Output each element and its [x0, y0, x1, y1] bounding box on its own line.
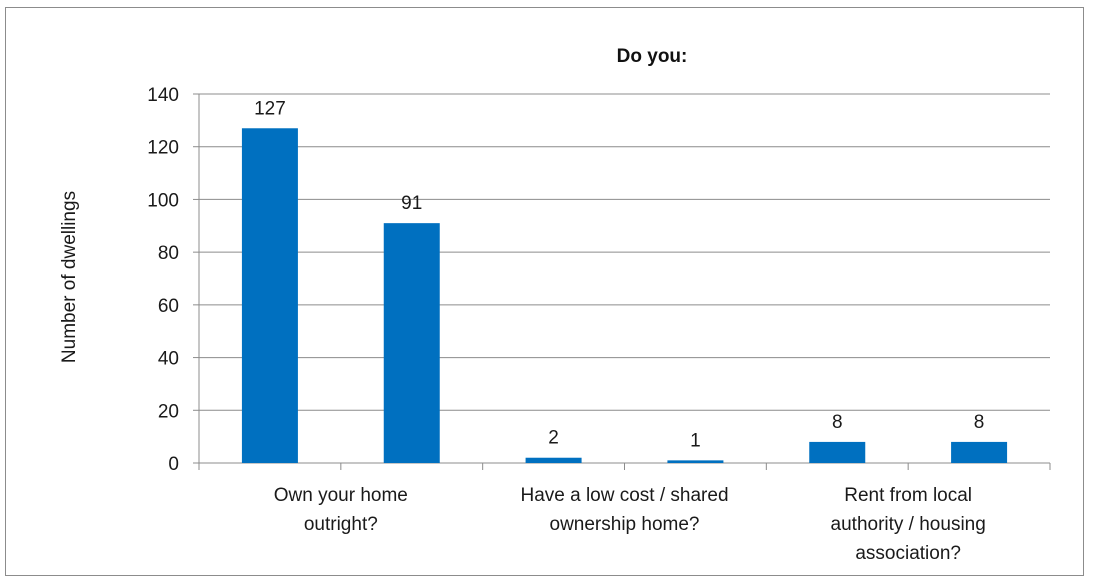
bar: [667, 460, 724, 463]
data-labels: 127 91 2 1 8 8: [254, 98, 984, 451]
y-tick-label: 20: [158, 401, 179, 422]
x-category-label: Own your home: [274, 485, 408, 506]
y-tick-label: 60: [158, 296, 179, 317]
data-label: 8: [832, 412, 843, 433]
data-label: 1: [690, 430, 701, 451]
data-label: 2: [548, 428, 559, 449]
y-tick-label: 140: [147, 85, 179, 106]
x-category-label: outright?: [304, 514, 378, 535]
x-category-label: association?: [855, 543, 961, 564]
x-category-label: authority / housing: [831, 514, 986, 535]
data-label: 127: [254, 98, 286, 119]
x-category-label: ownership home?: [550, 514, 700, 535]
data-label: 8: [974, 412, 985, 433]
bar: [383, 223, 440, 463]
x-category-label: Have a low cost / shared: [520, 485, 728, 506]
y-tick-label: 0: [168, 454, 179, 475]
bar: [241, 128, 298, 463]
x-category-label: Rent from local: [844, 485, 972, 506]
y-tick-label: 80: [158, 243, 179, 264]
y-tick-label: 40: [158, 349, 179, 370]
category-labels: Own your home outright? Have a low cost / …: [274, 485, 986, 564]
bar: [809, 441, 866, 463]
y-axis-label: Number of dwellings: [59, 191, 80, 363]
chart-title: Do you:: [617, 46, 688, 67]
bars: [241, 128, 1008, 463]
bar: [525, 457, 582, 463]
y-tick-label: 120: [147, 138, 179, 159]
chart-frame: [5, 7, 1084, 576]
bar: [951, 441, 1008, 463]
data-label: 91: [401, 193, 422, 214]
axes: 0 20 40 60 80 100 120 140: [147, 85, 1051, 475]
y-tick-label: 100: [147, 190, 179, 211]
gridlines: [199, 93, 1050, 411]
